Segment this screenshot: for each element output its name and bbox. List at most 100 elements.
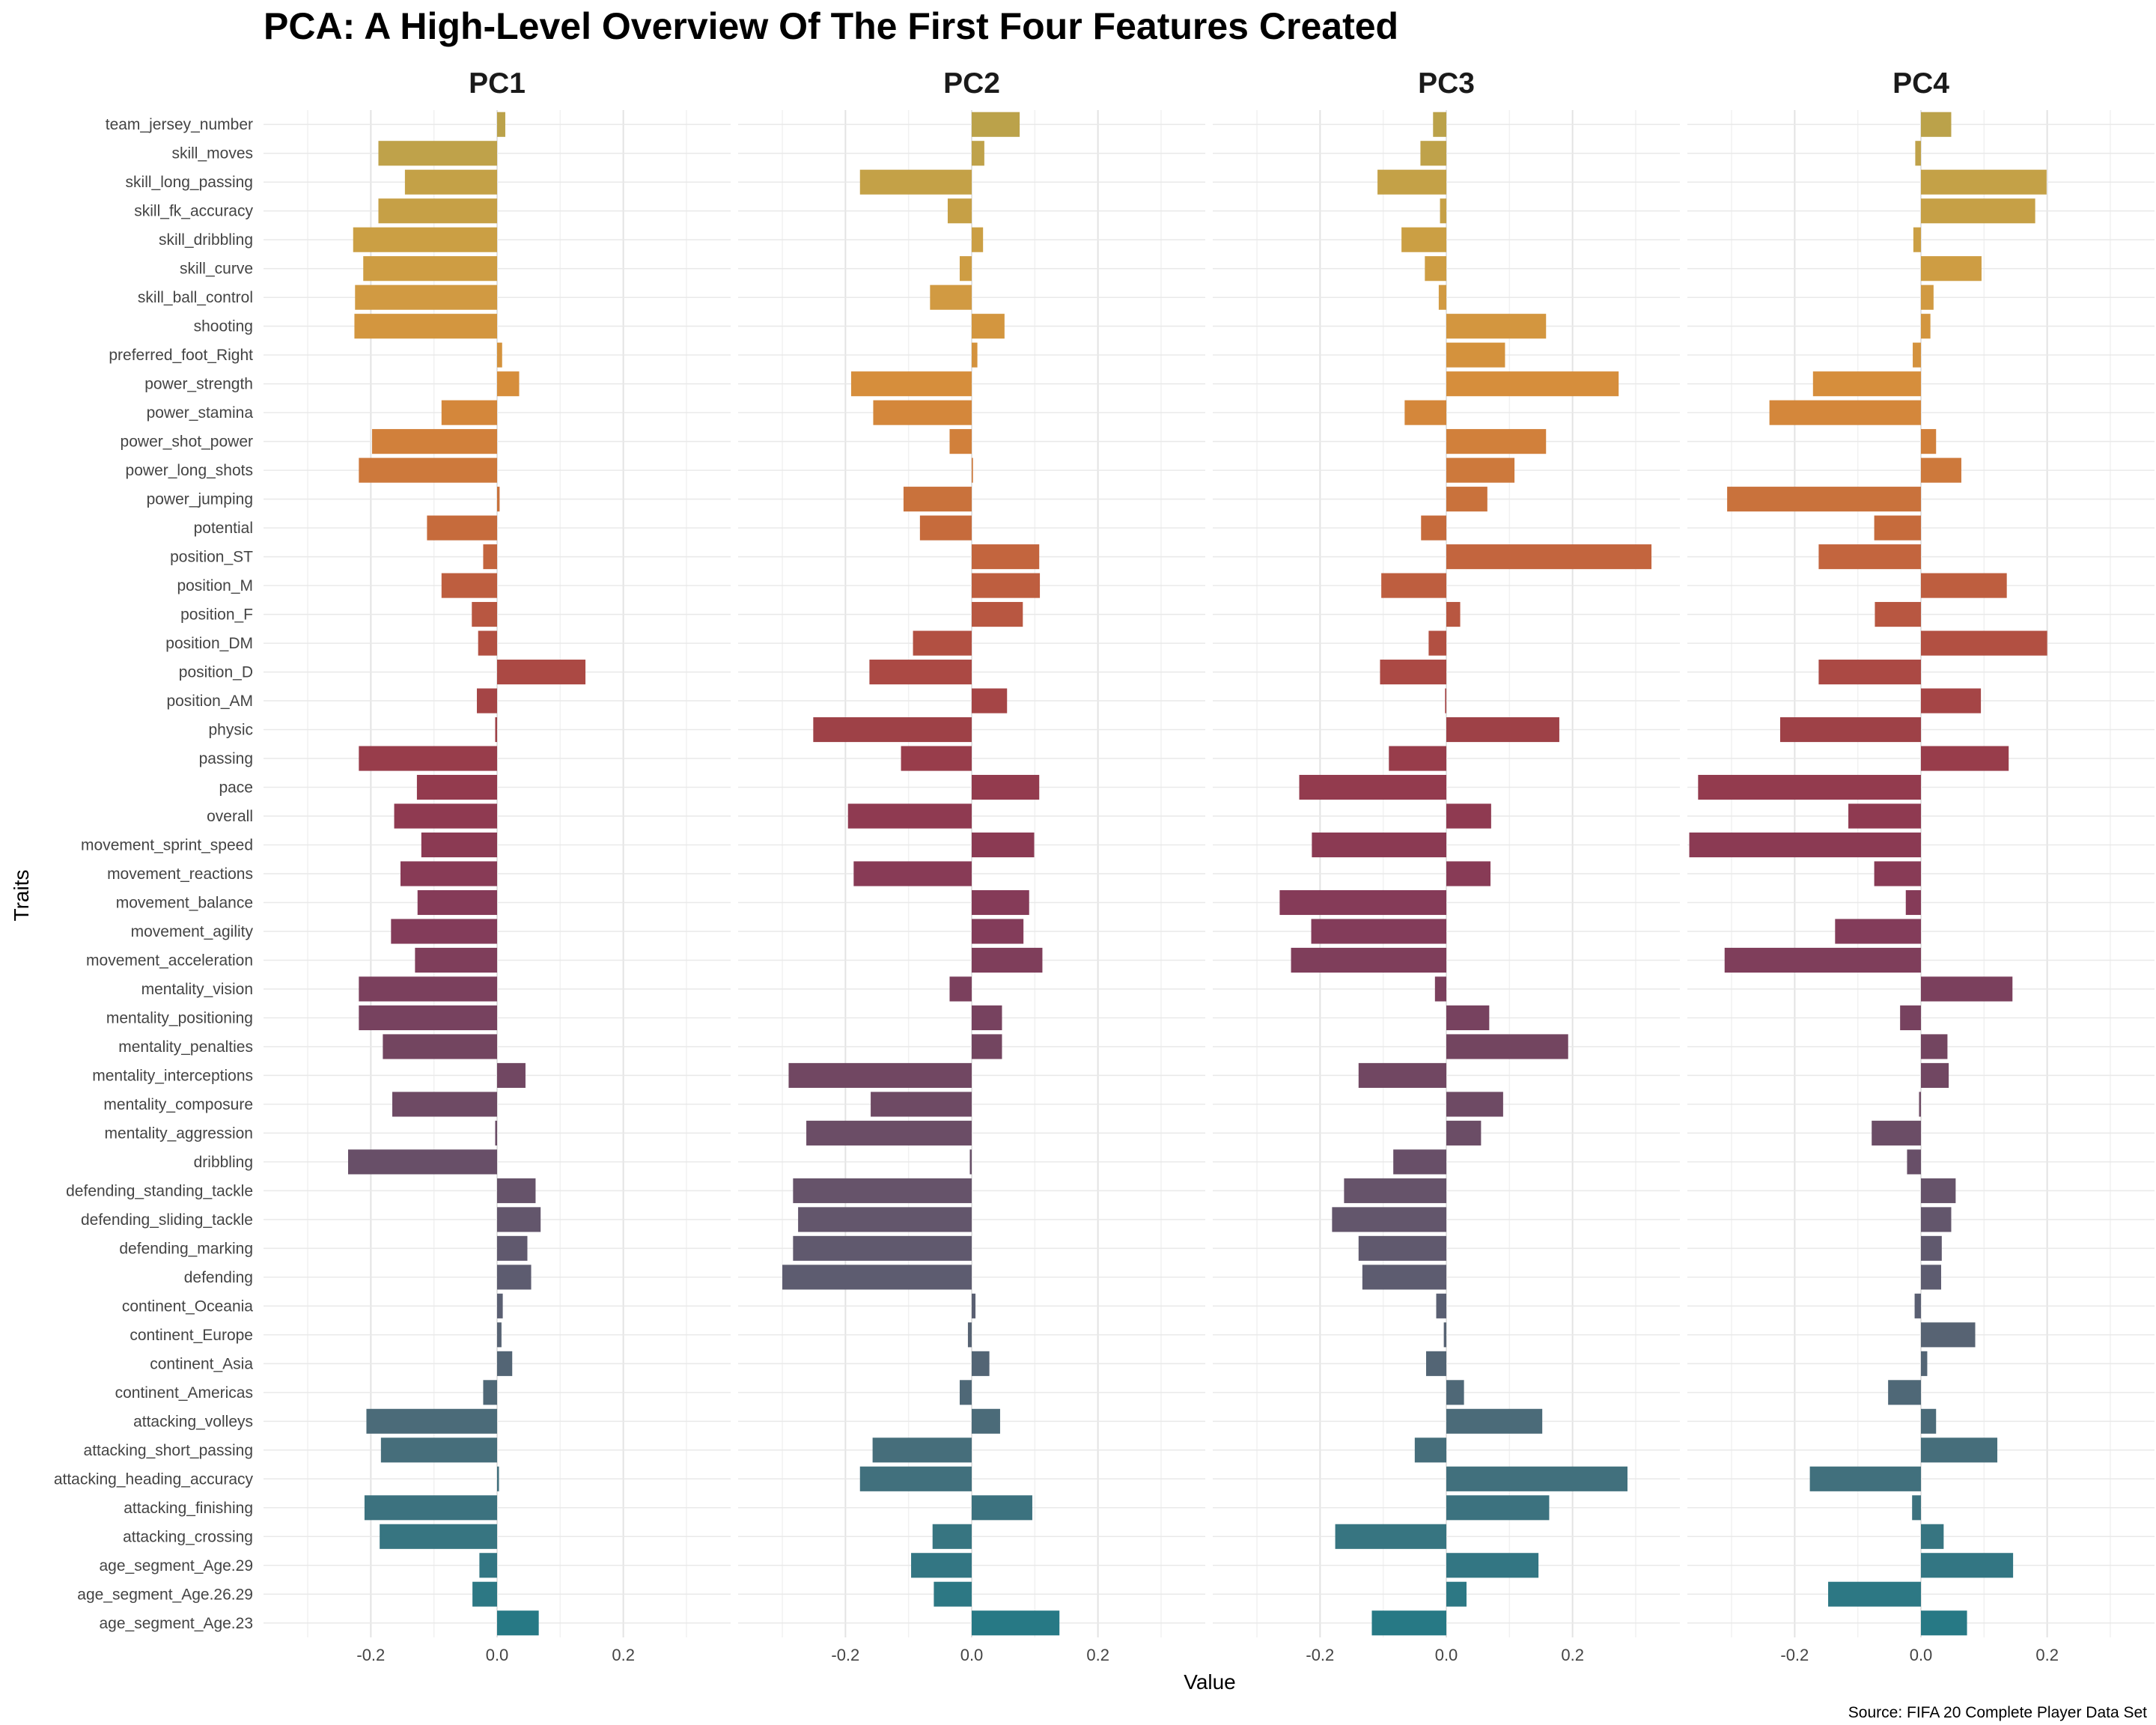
y-tick-label: skill_fk_accuracy: [134, 203, 253, 220]
bar: [1727, 487, 1921, 512]
y-tick-label: skill_long_passing: [126, 174, 253, 191]
y-tick-label: position_ST: [170, 549, 253, 566]
bar: [392, 1092, 497, 1117]
bar: [1914, 1293, 1921, 1318]
bar: [1446, 429, 1547, 454]
bar: [347, 1149, 497, 1175]
y-tick-label: movement_agility: [131, 923, 254, 940]
y-tick-label: continent_Asia: [150, 1355, 253, 1372]
panel-pc2: PC2 -0.2 0.0 0.2: [738, 67, 1205, 1664]
y-tick-label: skill_curve: [180, 261, 253, 278]
bar: [497, 112, 505, 137]
bar: [1921, 169, 2047, 195]
bar: [1446, 1092, 1503, 1117]
y-tick-label: power_jumping: [147, 491, 253, 508]
bar: [972, 227, 984, 252]
y-tick-label: movement_acceleration: [86, 952, 253, 969]
bar: [1921, 1610, 1967, 1636]
y-tick-label: continent_Europe: [130, 1327, 253, 1344]
bar: [1921, 1034, 1948, 1059]
bar: [1446, 1005, 1490, 1031]
bar: [1446, 487, 1487, 512]
bar: [391, 919, 497, 944]
bar: [1425, 256, 1446, 282]
bar: [497, 342, 502, 368]
bar: [872, 1438, 972, 1463]
bar: [355, 285, 497, 310]
bar: [483, 1380, 497, 1405]
bar: [949, 429, 972, 454]
bar: [1414, 1438, 1446, 1463]
bar: [415, 947, 497, 973]
bar: [1446, 544, 1652, 570]
bar: [1381, 573, 1446, 598]
bar: [1428, 630, 1446, 656]
y-tick-label: skill_dribbling: [159, 231, 253, 249]
bar: [497, 660, 586, 685]
bar: [478, 630, 497, 656]
bar: [1779, 717, 1921, 743]
bar: [1335, 1524, 1446, 1549]
bar: [972, 688, 1008, 714]
bar: [495, 1120, 497, 1146]
bar: [1299, 774, 1446, 800]
bar: [400, 861, 497, 886]
bar: [947, 198, 972, 224]
bar: [497, 1265, 532, 1290]
x-tick-label: -0.2: [1780, 1646, 1809, 1664]
bar: [394, 803, 497, 829]
bar: [497, 371, 520, 397]
bar: [479, 1553, 497, 1578]
y-tick-label: position_AM: [166, 693, 253, 710]
bar: [1312, 832, 1446, 858]
bar: [1921, 457, 1961, 483]
bar: [1921, 256, 1982, 282]
y-tick-label: defending_sliding_tackle: [81, 1211, 253, 1229]
bar: [972, 919, 1024, 944]
bar: [1888, 1380, 1921, 1405]
bar: [847, 803, 972, 829]
y-tick-labels: team_jersey_number skill_moves skill_long_…: [54, 116, 254, 1632]
bar: [959, 256, 972, 282]
y-tick-label: pace: [219, 779, 253, 797]
bar: [1874, 515, 1921, 541]
bar: [1848, 803, 1921, 829]
bar: [359, 457, 497, 483]
facet-title: PC3: [1418, 67, 1475, 100]
bar: [497, 1322, 502, 1348]
bar: [1446, 314, 1547, 339]
y-tick-label: dribbling: [194, 1154, 253, 1171]
y-tick-label: preferred_foot_Right: [109, 347, 253, 364]
x-axis-label: Value: [1184, 1670, 1236, 1694]
bar: [497, 1351, 513, 1376]
y-tick-label: mentality_penalties: [118, 1038, 253, 1056]
bar: [404, 169, 497, 195]
panel-pc1: PC1 -0.2 0.0 0.2: [264, 67, 731, 1664]
y-tick-label: movement_balance: [116, 894, 253, 911]
bar: [1446, 1408, 1543, 1434]
y-tick-label: mentality_vision: [141, 981, 253, 998]
x-tick-label: 0.2: [612, 1646, 635, 1664]
bar: [1377, 169, 1446, 195]
bar: [859, 169, 972, 195]
y-tick-label: age_segment_Age.26.29: [77, 1586, 253, 1603]
bar: [378, 141, 497, 166]
bar: [427, 515, 497, 541]
bar: [383, 1034, 497, 1059]
y-tick-label: attacking_finishing: [124, 1500, 253, 1517]
bar: [972, 1034, 1002, 1059]
bar: [782, 1265, 972, 1290]
bar: [378, 198, 497, 224]
bar: [1358, 1062, 1446, 1088]
y-axis-label: Traits: [10, 870, 33, 922]
bar: [972, 774, 1040, 800]
bar: [1921, 1207, 1952, 1232]
bar: [1835, 919, 1921, 944]
bar: [1921, 1235, 1942, 1261]
bar: [1279, 889, 1446, 916]
bar: [497, 1235, 528, 1261]
bar: [1921, 1351, 1928, 1376]
bar: [1921, 1524, 1944, 1549]
